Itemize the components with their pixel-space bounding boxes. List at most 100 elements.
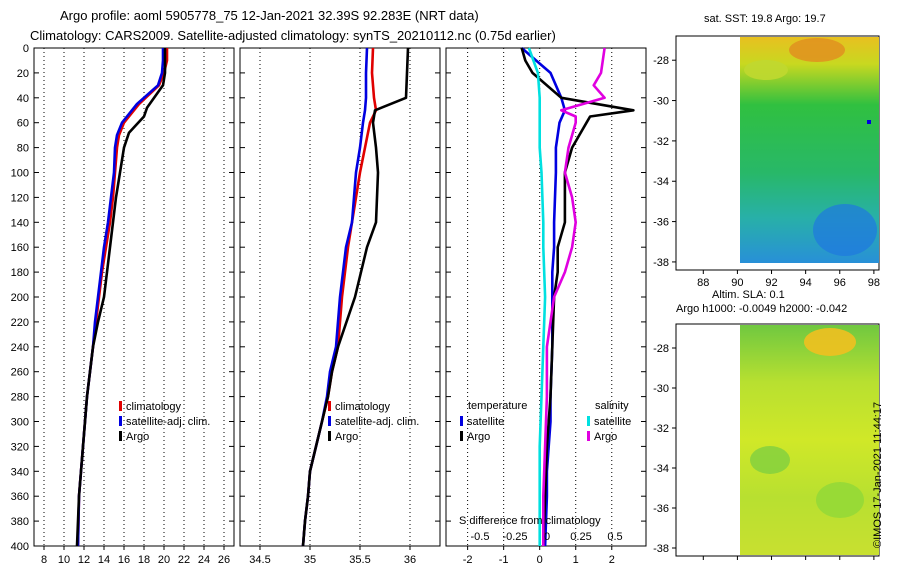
- series-line-temperature-argo: [520, 47, 635, 547]
- imos-timestamp: ©IMOS 17-Jan-2021 11:44:17: [872, 401, 884, 548]
- map-y-tick-label: -38: [653, 543, 669, 555]
- difference-panel: -2 -1 0 1 2: [446, 47, 646, 566]
- legend-label-satellite: satellite-adj. clim.: [126, 416, 210, 428]
- map-x-tick-label: 96: [834, 277, 846, 289]
- legend-label-temp-argo: Argo: [467, 431, 490, 443]
- x-tick-label: 2: [609, 554, 615, 566]
- series-line-satellite-adj-clim-: [301, 47, 369, 547]
- legend-swatch-satellite: [119, 416, 122, 426]
- x-tick-label: 1: [573, 554, 579, 566]
- depth-axis: 0 20 40 60 80 100 120 140 160 180 200 220 240 260 280 3…: [11, 43, 29, 553]
- map-x-tick-label: 94: [800, 277, 812, 289]
- temperature-panel: 8 10 12 14 16 18 20 22 24 26: [34, 47, 234, 566]
- depth-tick-label: 140: [11, 217, 29, 229]
- x-tick-label: 16: [118, 554, 130, 566]
- depth-tick-label: 0: [23, 43, 29, 55]
- sla-green-patch-2: [816, 482, 864, 518]
- depth-tick-label: 400: [11, 541, 29, 553]
- x-tick-label: -1: [499, 554, 509, 566]
- map-y-tick-label: -28: [653, 343, 669, 355]
- depth-tick-label: 240: [11, 342, 29, 354]
- sla-high-patch: [804, 328, 856, 356]
- legend-label-argo: Argo: [335, 431, 358, 443]
- x-tick-label: 34.5: [249, 554, 270, 566]
- map-x-tick-label: 92: [765, 277, 777, 289]
- map-y-tick-label: -30: [653, 96, 669, 108]
- sla-map-field: [740, 325, 879, 555]
- map-x-tick-label: 90: [731, 277, 743, 289]
- sst-cold-patch: [813, 204, 877, 256]
- sla-map-axes: -28 -30 -32 -34 -36 -38: [653, 343, 875, 560]
- depth-tick-label: 260: [11, 367, 29, 379]
- map-y-tick-label: -34: [653, 176, 669, 188]
- map-y-tick-label: -32: [653, 136, 669, 148]
- sst-map-title: sat. SST: 19.8 Argo: 19.7: [704, 13, 826, 25]
- x-tick-label: 12: [78, 554, 90, 566]
- depth-tick-label: 80: [17, 143, 29, 155]
- sst-yellow-patch: [744, 60, 788, 80]
- series-line-salinity-satellite: [527, 47, 547, 546]
- legend-swatch-argo: [119, 431, 122, 441]
- legend-swatch-satellite: [328, 416, 331, 426]
- depth-tick-label: 120: [11, 192, 29, 204]
- depth-tick-label: 300: [11, 417, 29, 429]
- x-tick-label: 14: [98, 554, 110, 566]
- series-line-salinity-argo: [541, 47, 606, 546]
- x-tick-label: 18: [138, 554, 150, 566]
- x-tick-label: 35: [304, 554, 316, 566]
- depth-tick-label: 20: [17, 68, 29, 80]
- depth-tick-label: 380: [11, 516, 29, 528]
- legend-label-sal-argo: Argo: [594, 431, 617, 443]
- map-y-tick-label: -36: [653, 503, 669, 515]
- legend-label-satellite: satellite-adj. clim.: [335, 416, 419, 428]
- legend-title-temperature: temperature: [468, 400, 527, 412]
- depth-tick-label: 40: [17, 93, 29, 105]
- legend-label-climatology: climatology: [126, 401, 182, 413]
- salinity-legend: climatology satellite-adj. clim. Argo: [328, 401, 419, 443]
- map-y-tick-label: -28: [653, 55, 669, 67]
- x-tick-label: 10: [58, 554, 70, 566]
- legend-swatch-temp-argo: [460, 431, 463, 441]
- sst-warm-patch: [789, 38, 845, 62]
- sla-map-subtitle: Argo h1000: -0.0049 h2000: -0.042: [676, 303, 847, 315]
- x-tick-label: 22: [178, 554, 190, 566]
- map-y-tick-label: -38: [653, 257, 669, 269]
- map-y-tick-label: -36: [653, 217, 669, 229]
- depth-tick-label: 180: [11, 267, 29, 279]
- secondary-tick-label: 0: [544, 531, 550, 543]
- difference-legend: temperature satellite Argo salinity sate…: [459, 400, 631, 527]
- legend-label-sal-satellite: satellite: [594, 416, 631, 428]
- x-tick-label: 0: [537, 554, 543, 566]
- argo-position-marker: [867, 120, 871, 124]
- series-line-argo: [301, 47, 410, 547]
- salinity-panel: 34.5 35 35.5 36: [240, 47, 440, 566]
- map-y-tick-label: -32: [653, 423, 669, 435]
- depth-tick-label: 320: [11, 441, 29, 453]
- map-y-tick-label: -30: [653, 383, 669, 395]
- sst-map-axes: -28 -30 -32 -34 -36 -38 88 90 92 94 96 98: [653, 55, 880, 289]
- legend-label-argo: Argo: [126, 431, 149, 443]
- legend-swatch-temp-satellite: [460, 416, 463, 426]
- legend-swatch-sal-satellite: [587, 416, 590, 426]
- x-tick-label: 24: [198, 554, 210, 566]
- depth-tick-label: 60: [17, 118, 29, 130]
- legend-swatch-climatology: [119, 401, 122, 411]
- depth-tick-label: 160: [11, 242, 29, 254]
- x-tick-label: 20: [158, 554, 170, 566]
- series-line-satellite-adj-clim-: [76, 48, 165, 547]
- x-tick-label: 8: [41, 554, 47, 566]
- depth-tick-label: 360: [11, 491, 29, 503]
- sla-map-title: Altim. SLA: 0.1: [712, 289, 785, 301]
- map-x-tick-label: 98: [868, 277, 880, 289]
- header-line-1: Argo profile: aoml 5905778_75 12-Jan-202…: [60, 8, 479, 23]
- secondary-axis-ticks: -0.5 -0.25 0 0.25 0.5: [471, 531, 623, 543]
- legend-label-temp-satellite: satellite: [467, 416, 504, 428]
- legend-swatch-climatology: [328, 401, 331, 411]
- map-y-tick-label: -34: [653, 463, 669, 475]
- map-x-tick-label: 88: [697, 277, 709, 289]
- x-tick-label: 26: [218, 554, 230, 566]
- legend-label-climatology: climatology: [335, 401, 391, 413]
- series-line-argo: [75, 48, 167, 547]
- secondary-tick-label: 0.25: [570, 531, 591, 543]
